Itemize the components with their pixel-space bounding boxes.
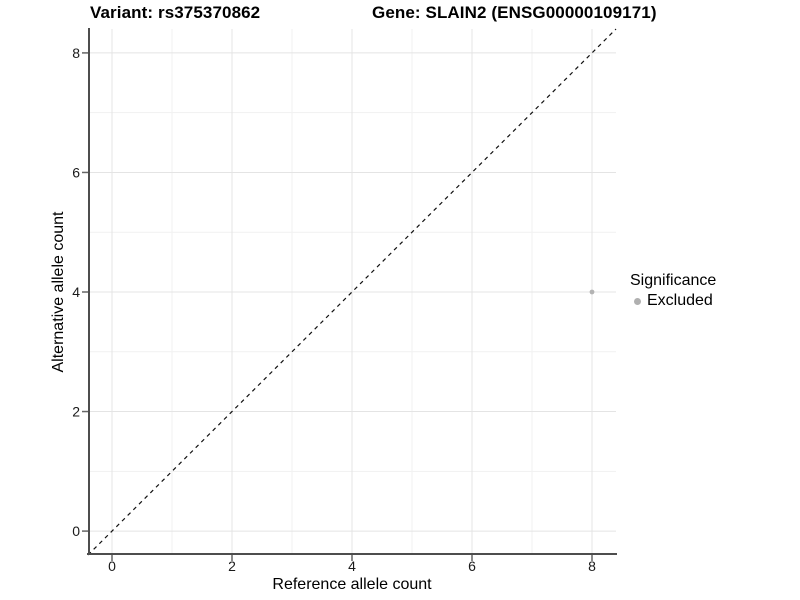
y-tick-label: 0 <box>72 523 80 539</box>
data-point <box>589 289 595 295</box>
y-tick-label: 4 <box>72 284 80 300</box>
legend: Significance Excluded <box>629 271 716 310</box>
legend-title: Significance <box>630 272 717 289</box>
y-tick-label: 8 <box>72 45 80 61</box>
y-tick-label: 6 <box>72 164 80 180</box>
variant-title: Variant: rs375370862 <box>90 3 261 22</box>
legend-item-label: Excluded <box>647 292 713 309</box>
legend-key-dot-icon <box>634 297 641 305</box>
x-axis-title: Reference allele count <box>272 576 432 593</box>
x-tick-label: 0 <box>108 558 116 574</box>
legend-item-excluded: Excluded <box>629 292 716 310</box>
x-tick-label: 2 <box>228 558 236 574</box>
gene-title: Gene: SLAIN2 (ENSG00000109171) <box>372 3 657 22</box>
x-tick-label: 8 <box>588 558 596 574</box>
y-axis-title: Alternative allele count <box>50 211 67 373</box>
x-tick-label: 4 <box>348 558 356 574</box>
x-tick-label: 6 <box>468 558 476 574</box>
y-tick-label: 2 <box>72 404 80 420</box>
